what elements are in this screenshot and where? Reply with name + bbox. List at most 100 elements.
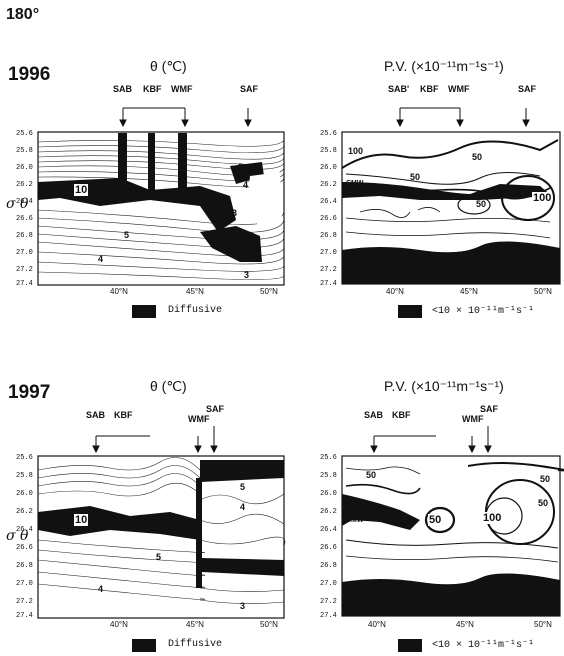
ytick: 26.8 (16, 562, 33, 570)
contour-label: 100 (482, 512, 503, 524)
xtick: 40°N (110, 620, 128, 629)
ytick: 26.8 (320, 232, 337, 240)
ytick: 27.0 (320, 249, 337, 257)
ytick: 27.2 (16, 598, 33, 606)
legend-swatch (398, 639, 422, 652)
ytick: 25.8 (16, 472, 33, 480)
ytick: 26.8 (320, 562, 337, 570)
pv-front-wmf-1996: WMF (448, 84, 470, 94)
ytick: 27.4 (320, 612, 337, 620)
ytick: 26.6 (16, 544, 33, 552)
front-wmf-1997: WMF (188, 414, 210, 424)
legend-diffusive-1996: Diffusive (168, 305, 223, 316)
ytick: 25.6 (320, 454, 337, 462)
contour-label: 50 (538, 498, 549, 508)
pv-front-wmf-1997: WMF (462, 414, 484, 424)
ytick: 26.2 (16, 508, 33, 516)
contour-label: 50 (428, 514, 443, 526)
contour-label: 4 (240, 502, 246, 512)
front-sab-1997: SAB (86, 410, 106, 420)
contour-label: 50 (540, 474, 551, 484)
ytick: 26.2 (16, 181, 33, 189)
contour-label: 4 (98, 254, 104, 264)
ytick: 27.2 (16, 266, 33, 274)
ytick: 26.4 (320, 526, 337, 534)
contour-label: 50 (472, 152, 483, 162)
pv-front-kbf-1997: KBF (392, 410, 411, 420)
ytick: 26.8 (16, 232, 33, 240)
pv-front-sab-1997: SAB (364, 410, 384, 420)
contour-label: 3 (232, 208, 238, 218)
contour-label: 4 (98, 584, 104, 594)
ytick: 26.4 (16, 198, 33, 206)
ytick: 27.0 (16, 580, 33, 588)
ytick: 26.0 (16, 164, 33, 172)
contour-label: 5 (124, 230, 130, 240)
contour-label: 3 (244, 270, 250, 280)
temp-1996-plot (37, 131, 285, 286)
front-sab-1996: SAB (113, 84, 133, 94)
sigma-axis-label-1996: σ θ (6, 196, 29, 212)
pv-front-kbf-1996: KBF (420, 84, 439, 94)
ytick: 26.2 (320, 508, 337, 516)
contour-label: 5 (238, 162, 244, 172)
contour-label: 100 (532, 192, 553, 204)
pv-front-saf-1996: SAF (518, 84, 536, 94)
contour-label: 4 (243, 180, 249, 190)
xtick: 45°N (186, 620, 204, 629)
front-arrows-1997 (92, 426, 492, 454)
ytick: 27.4 (320, 280, 337, 288)
ytick: 25.6 (16, 454, 33, 462)
temp-title-1996: θ (℃) (150, 58, 187, 74)
ytick: 25.8 (16, 147, 33, 155)
front-arrows-1996 (119, 107, 530, 128)
legend-diffusive-1997: Diffusive (168, 639, 223, 650)
contour-label: 10 (74, 514, 89, 526)
contour-label: 100 (348, 146, 364, 156)
temp-title-1997: θ (℃) (150, 378, 187, 394)
legend-swatch (132, 639, 156, 652)
longitude-label: 180° (6, 6, 40, 23)
contour-label: 5 (156, 552, 162, 562)
ytick: 27.4 (16, 612, 33, 620)
legend-swatch (132, 305, 156, 318)
legend-swatch (398, 305, 422, 318)
ytick: 27.2 (320, 266, 337, 274)
ytick: 27.4 (16, 280, 33, 288)
ytick: 25.8 (320, 147, 337, 155)
front-kbf-1997: KBF (114, 410, 133, 420)
pv-1996-plot (341, 131, 561, 285)
pv-front-sab-1996: SAB' (388, 84, 410, 94)
xtick: 40°N (386, 287, 404, 296)
front-kbf-1996: KBF (143, 84, 162, 94)
front-wmf-1996: WMF (171, 84, 193, 94)
pv-title-1996: P.V. (×10⁻¹¹m⁻¹s⁻¹) (384, 58, 504, 74)
front-saf-1996: SAF (240, 84, 258, 94)
ytick: 26.4 (16, 526, 33, 534)
contour-label: 50 (410, 172, 421, 182)
xtick: 40°N (110, 287, 128, 296)
ytick: 26.6 (16, 215, 33, 223)
ytick: 26.2 (320, 181, 337, 189)
xtick: 45°N (460, 287, 478, 296)
ytick: 27.2 (320, 598, 337, 606)
legend-pv-1997: <10 × 10⁻¹¹m⁻¹s⁻¹ (432, 640, 535, 651)
ytick: 26.6 (320, 544, 337, 552)
ytick: 26.6 (320, 215, 337, 223)
contour-label-cmw: CMW (346, 517, 364, 524)
xtick: 50°N (260, 287, 278, 296)
ytick: 26.0 (320, 490, 337, 498)
xtick: 40°N (368, 620, 386, 629)
year-label-1996: 1996 (8, 64, 51, 85)
pv-1997-plot (341, 455, 564, 617)
contour-label-cmw: CMW (346, 180, 364, 187)
year-label-1997: 1997 (8, 382, 51, 403)
contour-label: 5 (240, 482, 246, 492)
legend-pv-1996: <10 × 10⁻¹¹m⁻¹s⁻¹ (432, 306, 535, 317)
xtick: 50°N (534, 287, 552, 296)
xtick: 50°N (534, 620, 552, 629)
pv-front-saf-1997: SAF (480, 404, 498, 414)
contour-label: 10 (74, 184, 89, 196)
ytick: 26.0 (320, 164, 337, 172)
xtick: 45°N (186, 287, 204, 296)
